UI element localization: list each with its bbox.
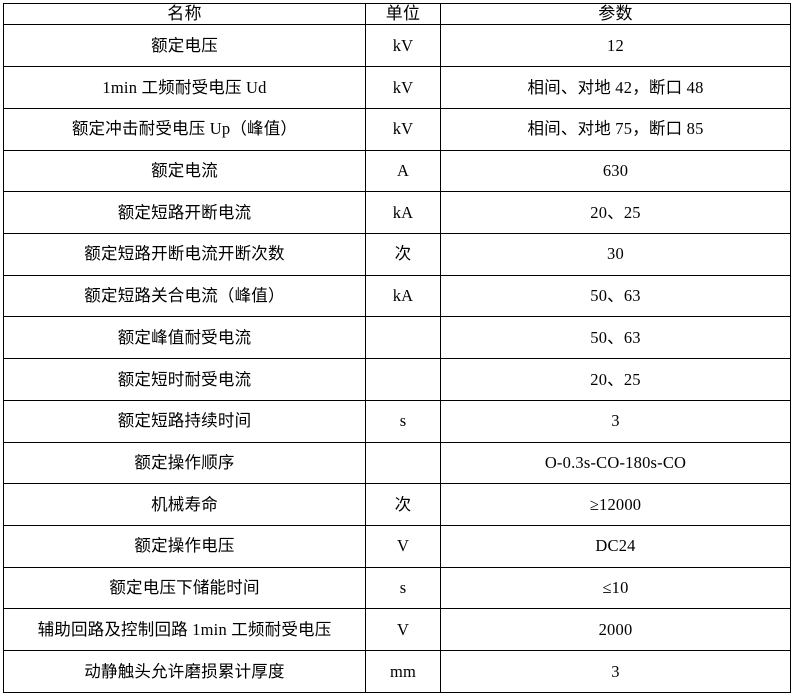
cell-unit [365,358,441,401]
cell-parameter: 20、25 [440,191,791,234]
table-row: 辅助回路及控制回路 1min 工频耐受电压 V 2000 [3,608,791,652]
cell-parameter: 3 [440,650,791,693]
cell-name: 1min 工频耐受电压 Ud [3,66,366,109]
table-row: 额定操作顺序 O-0.3s-CO-180s-CO [3,441,791,485]
cell-name: 额定电压下储能时间 [3,566,366,610]
cell-unit: kV [365,24,441,68]
cell-unit: kV [365,66,441,109]
table-row: 额定电压下储能时间 s ≤10 [3,566,791,610]
table-header-row: 名称 单位 参数 [3,2,791,26]
cell-unit: A [365,149,441,193]
cell-parameter: 12 [440,24,791,68]
cell-parameter: DC24 [440,525,791,568]
cell-unit: s [365,399,441,443]
cell-name: 额定短路开断电流开断次数 [3,232,366,276]
table-row: 机械寿命次 ≥12000 [3,483,791,527]
cell-name: 额定冲击耐受电压 Up（峰值） [3,107,366,151]
cell-unit: V [365,608,441,652]
cell-parameter: 630 [440,149,791,193]
cell-unit: s [365,566,441,610]
cell-unit: V [365,525,441,568]
cell-name: 机械寿命 [3,483,366,527]
cell-parameter: 相间、对地 42，断口 48 [440,66,791,109]
table-body: 额定电压 kV 12 1min 工频耐受电压 Ud kV 相间、对地 42，断口 48 额定… [3,24,791,693]
table-row: 额定短路开断电流开断次数次 30 [3,232,791,276]
cell-name: 额定短路关合电流（峰值） [3,274,366,318]
table-row: 额定操作电压 V DC24 [3,525,791,568]
table-row: 额定冲击耐受电压 Up（峰值） kV 相间、对地 75，断口 85 [3,107,791,151]
cell-parameter: 2000 [440,608,791,652]
cell-unit [365,316,441,360]
table-row: 额定短路持续时间 s 3 [3,399,791,443]
cell-name: 辅助回路及控制回路 1min 工频耐受电压 [3,608,366,652]
cell-parameter: 50、63 [440,274,791,318]
cell-parameter: 20、25 [440,358,791,401]
cell-name: 额定操作顺序 [3,441,366,485]
cell-unit: kA [365,191,441,234]
cell-name: 额定峰值耐受电流 [3,316,366,360]
cell-unit: 次 [365,483,441,527]
table-row: 1min 工频耐受电压 Ud kV 相间、对地 42，断口 48 [3,66,791,109]
cell-unit [365,441,441,485]
table-row: 动静触头允许磨损累计厚度 mm 3 [3,650,791,693]
cell-unit: 次 [365,232,441,276]
cell-unit: kA [365,274,441,318]
cell-name: 额定短路开断电流 [3,191,366,234]
cell-name: 额定短路持续时间 [3,399,366,443]
technical-parameters-table: 名称 单位 参数 额定电压 kV 12 1min 工频耐受电压 Ud kV 相间、对地 4… [3,2,791,693]
cell-name: 额定电流 [3,149,366,193]
cell-parameter: ≥12000 [440,483,791,527]
cell-parameter: O-0.3s-CO-180s-CO [440,441,791,485]
cell-parameter: 3 [440,399,791,443]
table-row: 额定峰值耐受电流 50、63 [3,316,791,360]
cell-unit: mm [365,650,441,693]
cell-parameter: 50、63 [440,316,791,360]
table-row: 额定短路关合电流（峰值） kA 50、63 [3,274,791,318]
table-row: 额定短时耐受电流 20、25 [3,358,791,401]
table-row: 额定短路开断电流 kA 20、25 [3,191,791,234]
cell-parameter: ≤10 [440,566,791,610]
column-header-parameter: 参数 [440,2,791,26]
column-header-name: 名称 [3,2,366,26]
column-header-unit: 单位 [365,2,441,26]
cell-name: 动静触头允许磨损累计厚度 [3,650,366,693]
cell-name: 额定短时耐受电流 [3,358,366,401]
cell-name: 额定操作电压 [3,525,366,568]
table-header: 名称 单位 参数 [3,2,791,26]
spec-table-container: 名称 单位 参数 额定电压 kV 12 1min 工频耐受电压 Ud kV 相间、对地 4… [3,2,791,693]
cell-name: 额定电压 [3,24,366,68]
table-row: 额定电压 kV 12 [3,24,791,68]
table-row: 额定电流 A 630 [3,149,791,193]
cell-parameter: 30 [440,232,791,276]
cell-parameter: 相间、对地 75，断口 85 [440,107,791,151]
cell-unit: kV [365,107,441,151]
